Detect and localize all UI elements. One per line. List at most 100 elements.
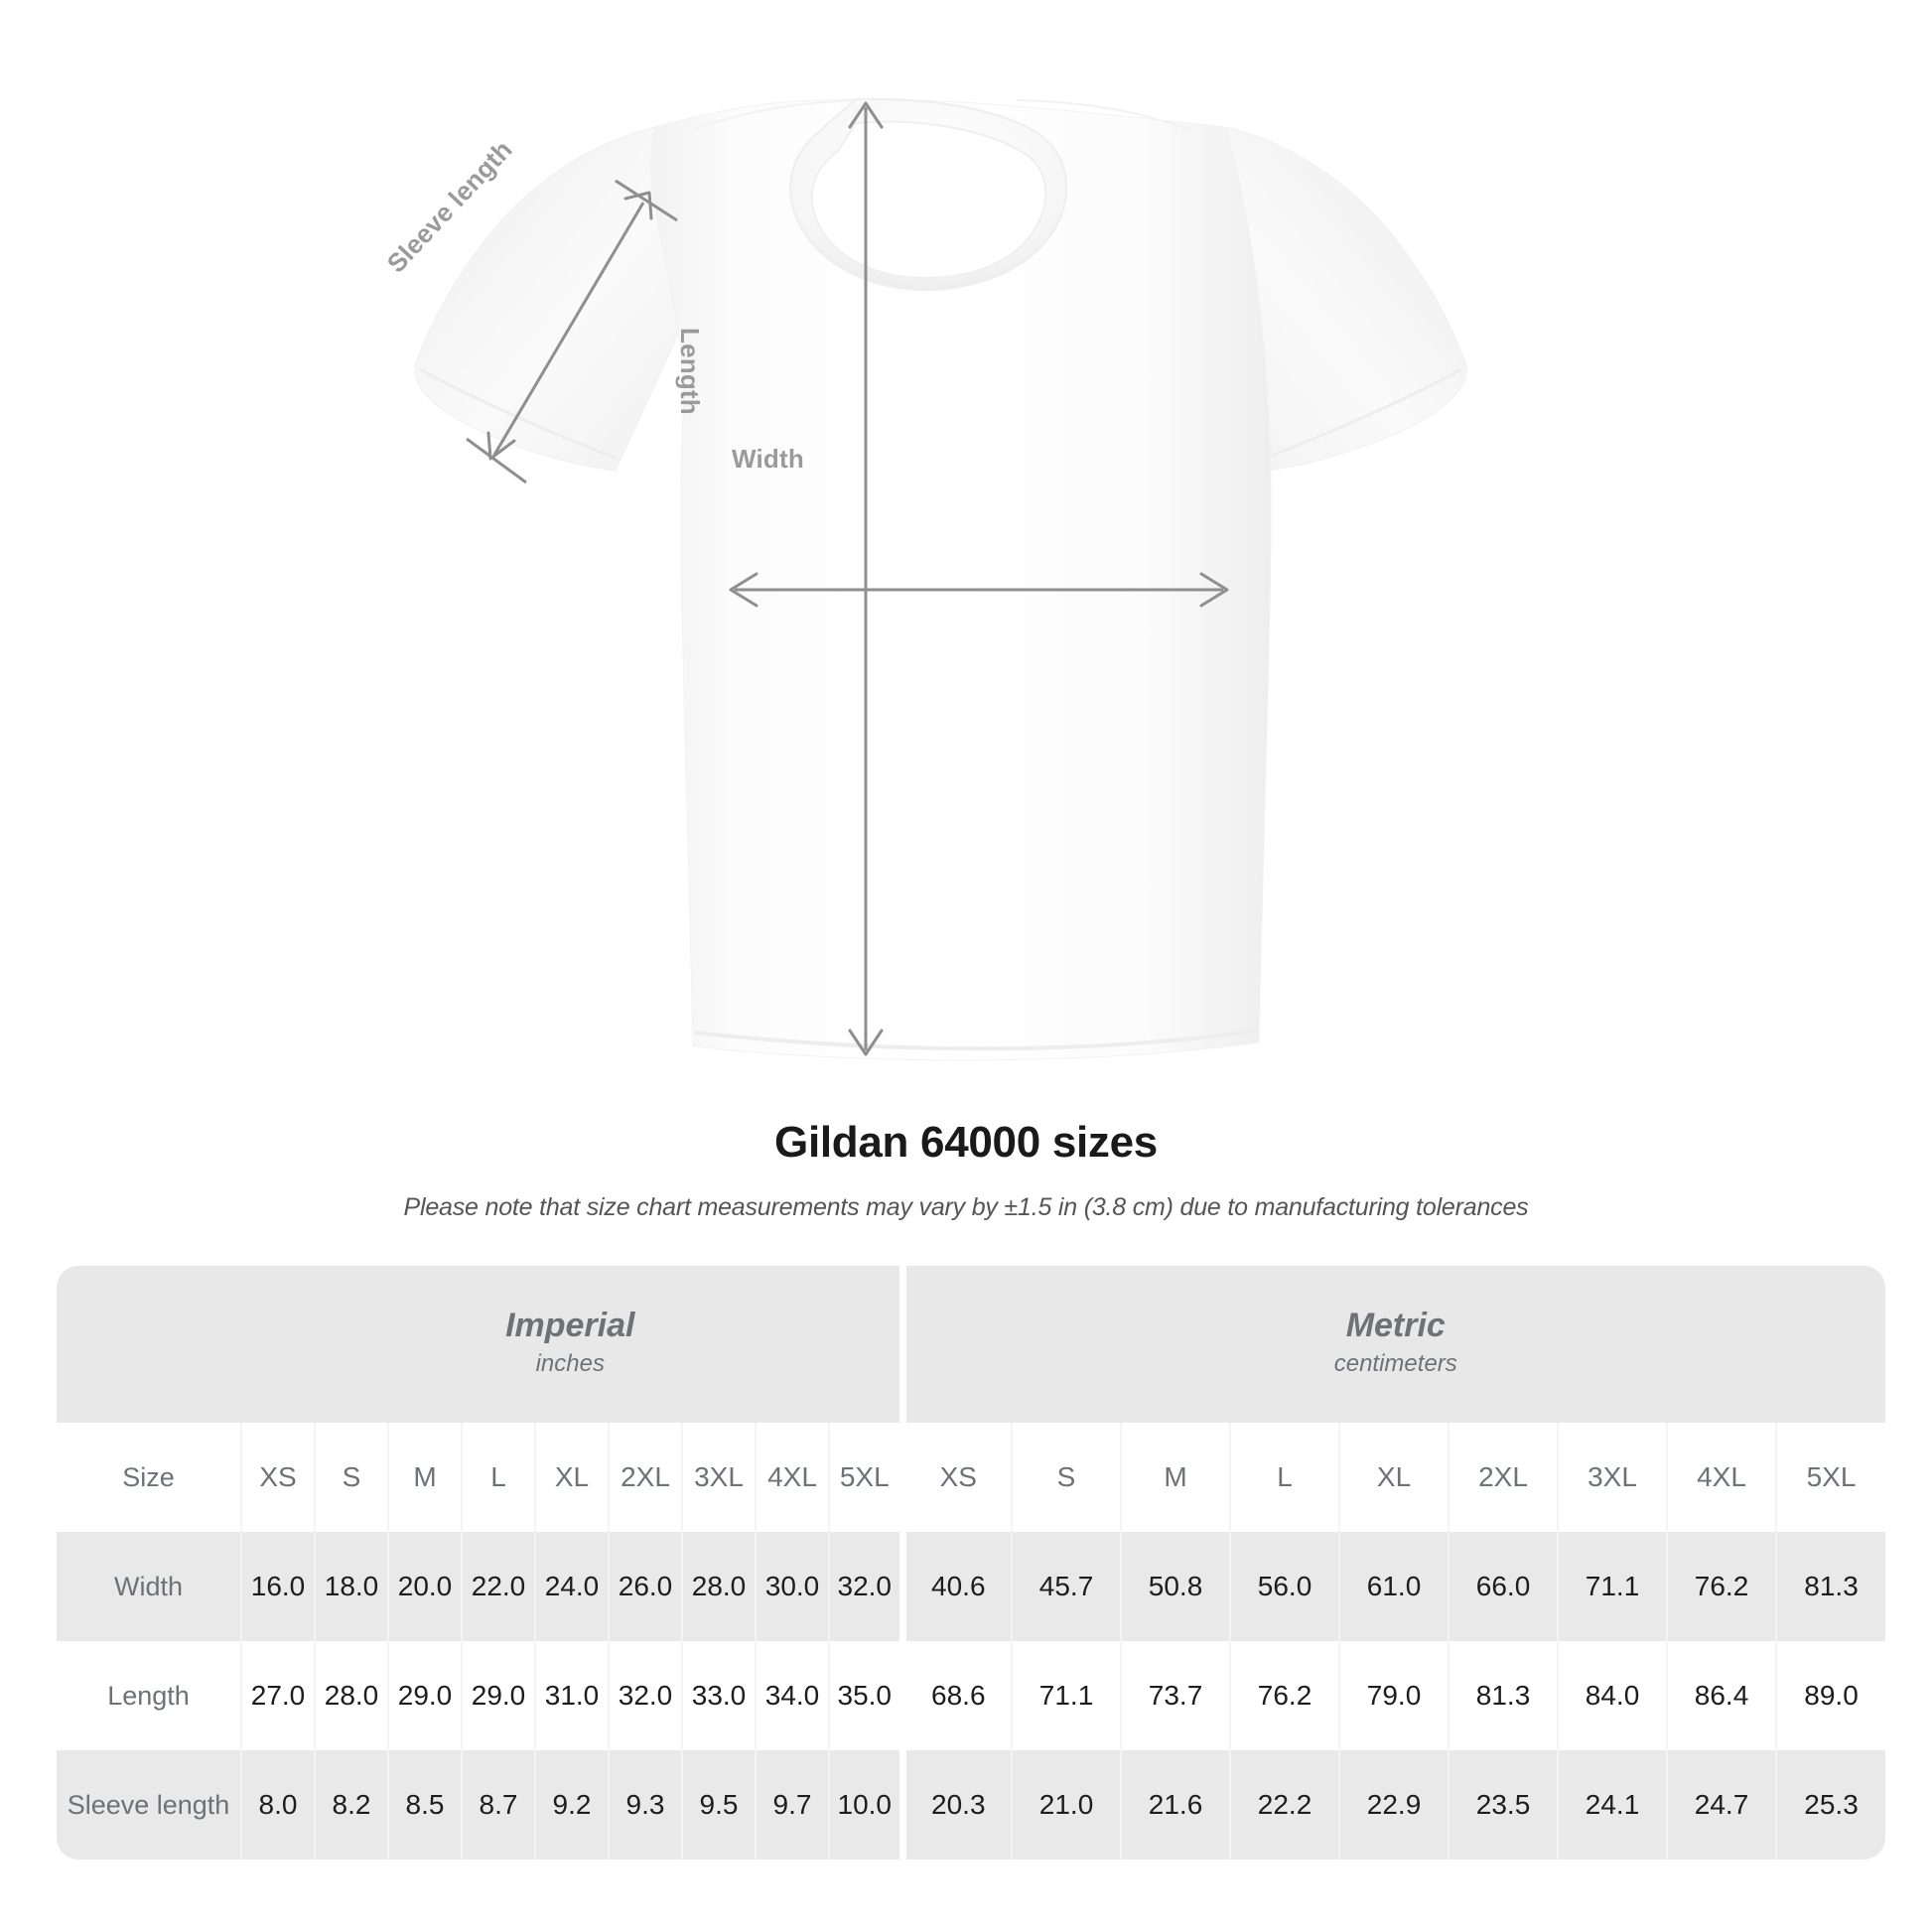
size-cell-metric-s: S bbox=[1011, 1423, 1122, 1532]
length-imperial-s: 28.0 bbox=[314, 1641, 388, 1750]
sleeve-length-dimension-arrow bbox=[466, 179, 678, 484]
sleeve-metric-2xl: 23.5 bbox=[1448, 1750, 1559, 1860]
size-cell-imperial-xl: XL bbox=[534, 1423, 609, 1532]
row-label-sleeve-length: Sleeve length bbox=[57, 1750, 241, 1860]
unit-sub-metric: centimeters bbox=[1333, 1349, 1457, 1377]
sleeve-metric-m: 21.6 bbox=[1120, 1750, 1231, 1860]
sleeve-metric-xl: 22.9 bbox=[1338, 1750, 1449, 1860]
width-imperial-2xl: 26.0 bbox=[608, 1532, 682, 1641]
length-label: Length bbox=[675, 328, 705, 415]
sleeve-metric-3xl: 24.1 bbox=[1557, 1750, 1668, 1860]
unit-header-imperial: Imperial inches bbox=[241, 1266, 903, 1423]
width-metric-xs: 40.6 bbox=[898, 1532, 1013, 1641]
unit-name-metric: Metric bbox=[1345, 1307, 1446, 1345]
size-cell-imperial-4xl: 4XL bbox=[755, 1423, 829, 1532]
sleeve-metric-s: 21.0 bbox=[1011, 1750, 1122, 1860]
length-metric-l: 76.2 bbox=[1229, 1641, 1340, 1750]
size-cell-metric-l: L bbox=[1229, 1423, 1340, 1532]
size-cell-metric-5xl: 5XL bbox=[1775, 1423, 1886, 1532]
tshirt-graphic bbox=[414, 97, 1467, 1061]
width-metric-l: 56.0 bbox=[1229, 1532, 1340, 1641]
size-table: Imperial inches Metric centimeters Size … bbox=[57, 1266, 1886, 1860]
unit-header-spacer bbox=[57, 1266, 241, 1423]
table-row-width: Width 16.0 18.0 20.0 22.0 24.0 26.0 28.0… bbox=[57, 1532, 1886, 1641]
sleeve-imperial-xl: 9.2 bbox=[534, 1750, 609, 1860]
row-label-length: Length bbox=[57, 1641, 241, 1750]
width-metric-xl: 61.0 bbox=[1338, 1532, 1449, 1641]
length-metric-2xl: 81.3 bbox=[1448, 1641, 1559, 1750]
size-cell-metric-xs: XS bbox=[898, 1423, 1013, 1532]
length-imperial-2xl: 32.0 bbox=[608, 1641, 682, 1750]
size-cell-metric-3xl: 3XL bbox=[1557, 1423, 1668, 1532]
size-cell-imperial-m: M bbox=[387, 1423, 462, 1532]
width-metric-s: 45.7 bbox=[1011, 1532, 1122, 1641]
width-dimension-arrow bbox=[729, 572, 1229, 608]
table-row-length: Length 27.0 28.0 29.0 29.0 31.0 32.0 33.… bbox=[57, 1641, 1886, 1750]
size-table-container: Imperial inches Metric centimeters Size … bbox=[57, 1266, 1886, 1860]
length-imperial-xl: 31.0 bbox=[534, 1641, 609, 1750]
sleeve-metric-l: 22.2 bbox=[1229, 1750, 1340, 1860]
length-imperial-5xl: 35.0 bbox=[827, 1641, 903, 1750]
size-cell-imperial-2xl: 2XL bbox=[608, 1423, 682, 1532]
size-cell-metric-2xl: 2XL bbox=[1448, 1423, 1559, 1532]
row-label-width: Width bbox=[57, 1532, 241, 1641]
unit-header-metric: Metric centimeters bbox=[898, 1266, 1886, 1423]
length-imperial-l: 29.0 bbox=[461, 1641, 535, 1750]
length-metric-xl: 79.0 bbox=[1338, 1641, 1449, 1750]
size-cell-metric-m: M bbox=[1120, 1423, 1231, 1532]
width-imperial-4xl: 30.0 bbox=[755, 1532, 829, 1641]
length-imperial-xs: 27.0 bbox=[240, 1641, 315, 1750]
size-cell-imperial-l: L bbox=[461, 1423, 535, 1532]
sleeve-imperial-m: 8.5 bbox=[387, 1750, 462, 1860]
size-cell-metric-xl: XL bbox=[1338, 1423, 1449, 1532]
width-imperial-3xl: 28.0 bbox=[681, 1532, 756, 1641]
width-metric-4xl: 76.2 bbox=[1666, 1532, 1777, 1641]
sleeve-imperial-2xl: 9.3 bbox=[608, 1750, 682, 1860]
length-dimension-arrow bbox=[848, 101, 884, 1056]
sleeve-metric-4xl: 24.7 bbox=[1666, 1750, 1777, 1860]
unit-header-row: Imperial inches Metric centimeters bbox=[57, 1266, 1886, 1423]
length-metric-xs: 68.6 bbox=[898, 1641, 1013, 1750]
size-cell-metric-4xl: 4XL bbox=[1666, 1423, 1777, 1532]
sleeve-metric-xs: 20.3 bbox=[898, 1750, 1013, 1860]
width-metric-3xl: 71.1 bbox=[1557, 1532, 1668, 1641]
sleeve-imperial-s: 8.2 bbox=[314, 1750, 388, 1860]
width-imperial-s: 18.0 bbox=[314, 1532, 388, 1641]
length-imperial-3xl: 33.0 bbox=[681, 1641, 756, 1750]
tolerance-note: Please note that size chart measurements… bbox=[403, 1193, 1529, 1221]
length-metric-5xl: 89.0 bbox=[1775, 1641, 1886, 1750]
sleeve-metric-5xl: 25.3 bbox=[1775, 1750, 1886, 1860]
width-imperial-m: 20.0 bbox=[387, 1532, 462, 1641]
size-cell-imperial-5xl: 5XL bbox=[827, 1423, 903, 1532]
width-imperial-xs: 16.0 bbox=[240, 1532, 315, 1641]
size-cell-imperial-xs: XS bbox=[240, 1423, 315, 1532]
length-metric-3xl: 84.0 bbox=[1557, 1641, 1668, 1750]
width-metric-2xl: 66.0 bbox=[1448, 1532, 1559, 1641]
sleeve-imperial-l: 8.7 bbox=[461, 1750, 535, 1860]
width-imperial-l: 22.0 bbox=[461, 1532, 535, 1641]
sleeve-imperial-xs: 8.0 bbox=[240, 1750, 315, 1860]
title-block: Gildan 64000 sizes Please note that size… bbox=[0, 1112, 1932, 1222]
page-title: Gildan 64000 sizes bbox=[774, 1118, 1158, 1167]
width-imperial-xl: 24.0 bbox=[534, 1532, 609, 1641]
length-metric-4xl: 86.4 bbox=[1666, 1641, 1777, 1750]
shirt-body-shape bbox=[414, 97, 1467, 1061]
table-row-sleeve-length: Sleeve length 8.0 8.2 8.5 8.7 9.2 9.3 9.… bbox=[57, 1750, 1886, 1860]
width-imperial-5xl: 32.0 bbox=[827, 1532, 903, 1641]
length-metric-m: 73.7 bbox=[1120, 1641, 1231, 1750]
size-cell-imperial-3xl: 3XL bbox=[681, 1423, 756, 1532]
size-cell-imperial-s: S bbox=[314, 1423, 388, 1532]
unit-name-imperial: Imperial bbox=[505, 1307, 635, 1345]
sleeve-imperial-3xl: 9.5 bbox=[681, 1750, 756, 1860]
sleeve-imperial-5xl: 10.0 bbox=[827, 1750, 903, 1860]
width-metric-5xl: 81.3 bbox=[1775, 1532, 1886, 1641]
width-metric-m: 50.8 bbox=[1120, 1532, 1231, 1641]
length-imperial-m: 29.0 bbox=[387, 1641, 462, 1750]
width-label: Width bbox=[732, 444, 804, 474]
length-metric-s: 71.1 bbox=[1011, 1641, 1122, 1750]
length-imperial-4xl: 34.0 bbox=[755, 1641, 829, 1750]
sleeve-imperial-4xl: 9.7 bbox=[755, 1750, 829, 1860]
tshirt-illustration: Sleeve length Length Width bbox=[381, 97, 1467, 1061]
table-row-size: Size XS S M L XL 2XL 3XL 4XL 5XL XS S M … bbox=[57, 1423, 1886, 1532]
unit-sub-imperial: inches bbox=[535, 1349, 605, 1377]
